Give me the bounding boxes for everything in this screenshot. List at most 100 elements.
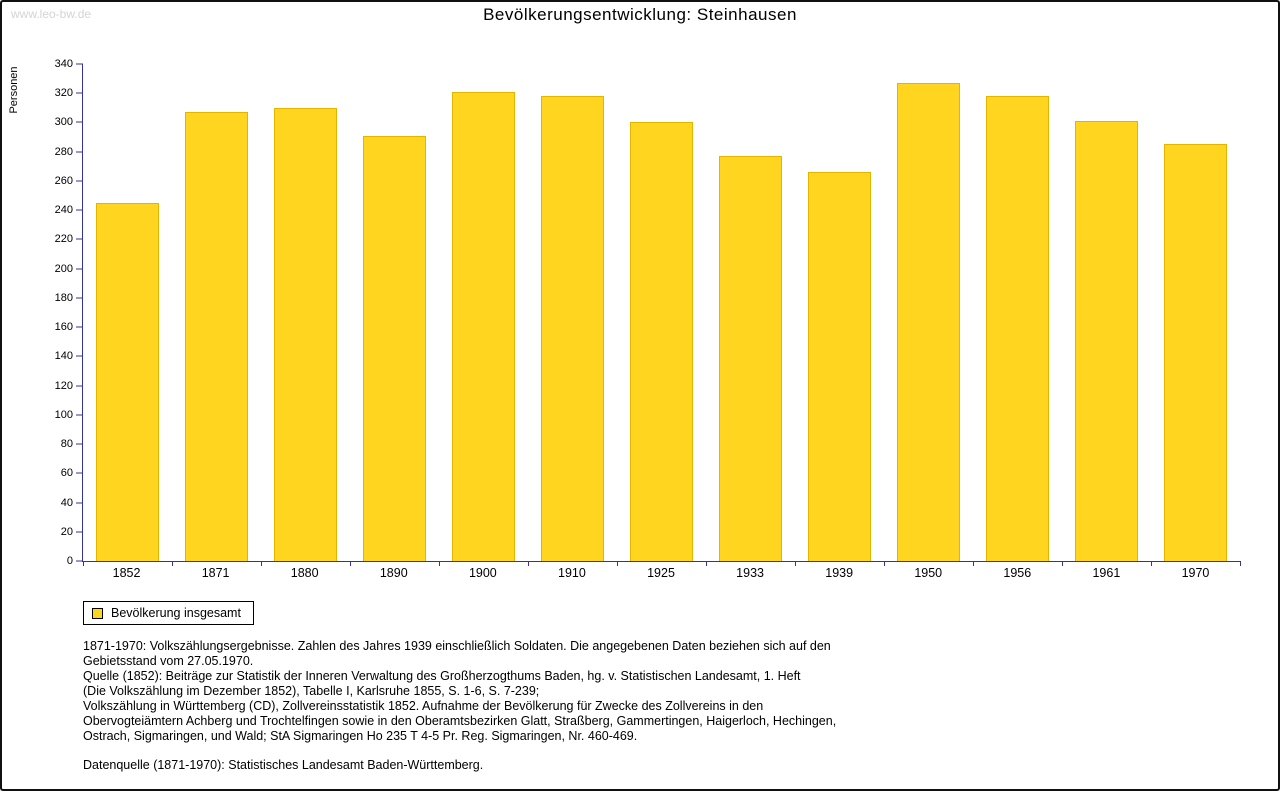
- bar-1890: [362, 135, 427, 561]
- bar-1950: [896, 83, 961, 561]
- bar-slot: [261, 64, 350, 561]
- x-label-1939: 1939: [825, 566, 854, 580]
- x-tick: [706, 561, 707, 566]
- y-tick: [76, 121, 83, 123]
- x-label-1900: 1900: [468, 566, 497, 580]
- y-tick-label: 240: [54, 204, 73, 217]
- y-tick: [76, 326, 83, 328]
- bars-container: [83, 64, 1240, 561]
- y-tick: [76, 560, 83, 562]
- source-note-line: Obervogteiämtern Achberg und Trochtelfin…: [83, 714, 837, 728]
- bar-1961: [1074, 121, 1139, 561]
- y-tick: [76, 385, 83, 387]
- y-tick-label: 340: [54, 58, 73, 70]
- page-title: Bevölkerungsentwicklung: Steinhausen: [483, 5, 797, 24]
- y-tick-label: 180: [54, 291, 73, 304]
- y-tick: [76, 297, 83, 299]
- bar-slot: [706, 64, 795, 561]
- x-tick: [172, 561, 173, 566]
- x-tick: [973, 561, 974, 566]
- x-tick: [83, 561, 84, 566]
- y-tick-label: 200: [54, 262, 73, 275]
- bar-slot: [350, 64, 439, 561]
- bar-1871: [184, 112, 249, 561]
- x-label-1890: 1890: [379, 566, 408, 580]
- plot-area: 0 20 40 60 80 100 120 140 160 180 200 220 240 260 280 3…: [55, 58, 1241, 567]
- x-tick: [884, 561, 885, 566]
- y-tick: [76, 355, 83, 357]
- source-note-line: Volkszählung in Württemberg (CD), Zollve…: [83, 699, 764, 713]
- x-label-1852: 1852: [112, 566, 141, 580]
- x-tick: [528, 561, 529, 566]
- x-tick: [1240, 561, 1241, 566]
- bar-slot: [439, 64, 528, 561]
- x-tick: [261, 561, 262, 566]
- y-tick-label: 300: [54, 116, 73, 129]
- bar-1852: [95, 202, 160, 561]
- bar-1956: [985, 96, 1050, 561]
- bar-1900: [451, 91, 516, 561]
- x-label-1910: 1910: [558, 566, 586, 580]
- x-tick: [1151, 561, 1152, 566]
- bar-1933: [718, 156, 783, 561]
- y-tick-label: 140: [54, 350, 73, 363]
- y-tick: [76, 531, 83, 533]
- y-tick: [76, 472, 83, 474]
- bar-1910: [540, 96, 605, 561]
- y-tick-label: 0: [66, 555, 73, 567]
- x-label-1925: 1925: [647, 566, 675, 580]
- y-tick: [76, 209, 83, 211]
- y-tick-label: 120: [54, 379, 73, 392]
- source-note-line: Ostrach, Sigmaringen, und Wald; StA Sigm…: [83, 729, 638, 743]
- x-tick: [439, 561, 440, 566]
- y-tick: [76, 414, 83, 416]
- y-tick: [76, 63, 83, 65]
- y-tick-label: 260: [54, 174, 73, 187]
- x-axis-labels: 1852 1871 1880 1890 1900 1910 1925 1933 1939 1950…: [82, 566, 1240, 584]
- y-tick-label: 100: [54, 408, 73, 421]
- source-note-line: (Die Volkszählung im Dezember 1852), Tab…: [83, 684, 540, 698]
- y-tick-label: 80: [60, 438, 73, 451]
- y-tick-label: 320: [54, 87, 73, 100]
- y-tick: [76, 151, 83, 153]
- source-notes: 1871-1970: Volkszählungsergebnisse. Zahl…: [83, 639, 1218, 773]
- y-tick-label: 20: [60, 525, 73, 538]
- y-tick: [76, 268, 83, 270]
- y-tick: [76, 443, 83, 445]
- x-label-1871: 1871: [201, 566, 230, 580]
- legend-swatch-icon: [92, 607, 103, 619]
- x-label-1933: 1933: [736, 566, 764, 580]
- x-label-1961: 1961: [1092, 566, 1121, 580]
- x-label-1950: 1950: [914, 566, 943, 580]
- source-note-line: Quelle (1852): Beiträge zur Statistik de…: [83, 669, 801, 683]
- source-note-line: 1871-1970: Volkszählungsergebnisse. Zahl…: [83, 639, 831, 653]
- y-tick-label: 160: [54, 321, 73, 334]
- x-tick: [617, 561, 618, 566]
- bar-1939: [807, 172, 872, 561]
- x-tick: [1062, 561, 1063, 566]
- x-label-1880: 1880: [290, 566, 319, 580]
- bar-slot: [1062, 64, 1151, 561]
- y-tick: [76, 502, 83, 504]
- bar-slot: [973, 64, 1062, 561]
- bar-1880: [273, 107, 338, 561]
- y-tick-label: 60: [60, 467, 73, 480]
- y-tick-label: 40: [60, 496, 73, 509]
- bar-1970: [1163, 144, 1228, 561]
- source-note-line: Gebietsstand vom 27.05.1970.: [83, 654, 254, 668]
- x-tick: [350, 561, 351, 566]
- x-label-1956: 1956: [1003, 566, 1032, 580]
- source-note-line: [83, 744, 1218, 758]
- legend: Bevölkerung insgesamt: [83, 601, 254, 625]
- bar-1925: [629, 122, 694, 561]
- y-tick: [76, 238, 83, 240]
- bar-slot: [172, 64, 261, 561]
- bar-slot: [884, 64, 973, 561]
- y-axis-label: Personen: [8, 66, 20, 114]
- bar-slot: [83, 64, 172, 561]
- bar-slot: [1151, 64, 1240, 561]
- y-tick-label: 220: [54, 233, 73, 246]
- bar-slot: [617, 64, 706, 561]
- watermark: www.leo-bw.de: [11, 7, 92, 21]
